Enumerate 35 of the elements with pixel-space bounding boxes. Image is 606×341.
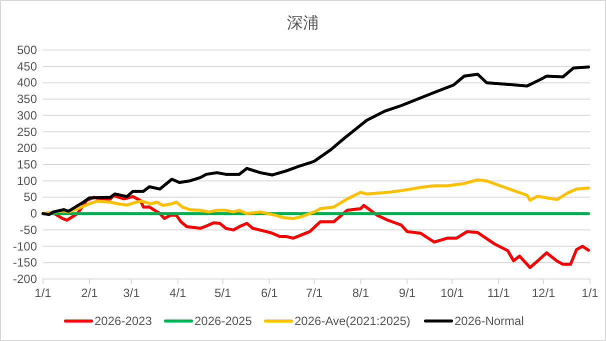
x-tick-label: 6/1 <box>260 286 278 300</box>
y-tick-label: 150 <box>16 158 38 172</box>
y-tick-label: 250 <box>16 124 38 139</box>
y-tick-label: 500 <box>16 43 38 57</box>
y-tick-label: 350 <box>16 92 38 106</box>
y-tick-label: 400 <box>16 76 38 90</box>
y-tick-label: -100 <box>12 239 38 254</box>
y-tick-label: -150 <box>12 256 38 270</box>
x-tick-label: 2/1 <box>81 286 98 300</box>
y-tick-label: 0 <box>30 206 38 221</box>
y-tick-label: 50 <box>24 190 38 204</box>
x-tick-label: 12/1 <box>532 286 556 300</box>
line-series <box>42 66 590 216</box>
x-tick-label: 4/1 <box>170 286 187 300</box>
x-tick-label: 1/1 <box>34 286 52 300</box>
x-tick-label: 10/1 <box>440 286 464 300</box>
x-tick-label: 11/1 <box>487 286 510 300</box>
x-tick-label: 3/1 <box>123 286 140 300</box>
legend-label: 2026-Ave(2021:2025) <box>294 314 410 328</box>
x-tick-label: 5/1 <box>214 286 232 300</box>
legend-label: 2026-2025 <box>194 314 252 328</box>
legend-label: 2026-Normal <box>454 314 524 328</box>
y-tick-label: 100 <box>16 174 38 188</box>
x-tick-label: 9/1 <box>398 286 416 300</box>
x-tick-label: 7/1 <box>306 286 323 300</box>
y-tick-label: 300 <box>16 108 38 122</box>
line-series <box>42 178 590 220</box>
y-tick-label: 200 <box>16 141 38 156</box>
y-tick-label: -200 <box>12 272 38 286</box>
x-tick-label: 1/1 <box>582 286 599 300</box>
x-tick-label: 8/1 <box>352 286 370 300</box>
chart-title: 深浦 <box>287 14 319 32</box>
legend-label: 2026-2023 <box>94 314 152 328</box>
y-tick-label: 450 <box>16 59 38 74</box>
y-tick-label: -50 <box>20 222 38 237</box>
